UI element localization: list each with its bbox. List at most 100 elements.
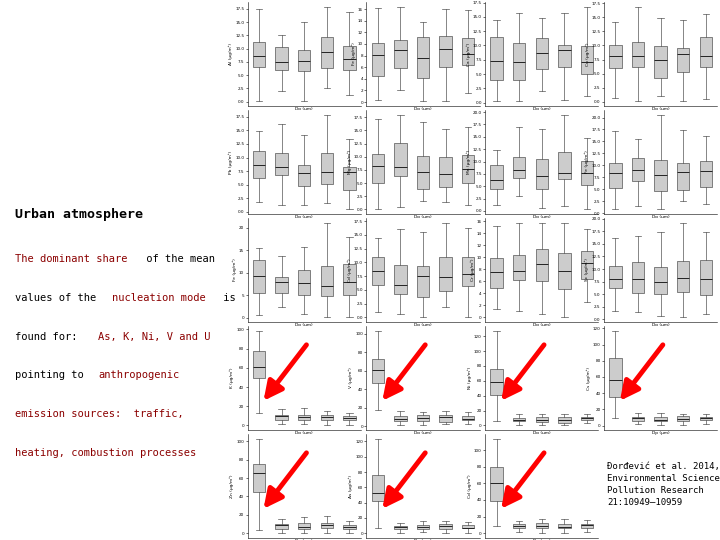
PathPatch shape [677,163,690,190]
PathPatch shape [275,47,288,70]
PathPatch shape [700,417,712,420]
PathPatch shape [609,163,621,188]
Text: The dominant share: The dominant share [15,254,127,264]
Y-axis label: Ca (µg/m³): Ca (µg/m³) [466,42,471,66]
PathPatch shape [372,475,384,501]
PathPatch shape [372,154,384,183]
PathPatch shape [320,415,333,420]
PathPatch shape [275,278,288,293]
X-axis label: Dp (µm): Dp (µm) [533,431,551,435]
Y-axis label: Zn (µg/m³): Zn (µg/m³) [230,474,235,498]
PathPatch shape [343,167,356,190]
PathPatch shape [513,255,526,280]
PathPatch shape [536,248,548,281]
PathPatch shape [275,524,288,529]
Y-axis label: Sc (µg/m³): Sc (µg/m³) [585,259,590,281]
X-axis label: Dp (µm): Dp (µm) [414,431,432,435]
PathPatch shape [513,157,526,178]
Text: As, K, Ni, V and U: As, K, Ni, V and U [99,332,211,342]
Text: found for:: found for: [15,332,90,342]
PathPatch shape [631,158,644,181]
PathPatch shape [298,165,310,186]
Y-axis label: Ni (µg/m³): Ni (µg/m³) [467,367,472,389]
PathPatch shape [275,153,288,175]
Text: heating, combustion processes: heating, combustion processes [15,448,196,458]
PathPatch shape [462,155,474,183]
PathPatch shape [558,152,571,179]
PathPatch shape [343,525,356,529]
Y-axis label: Cd (µg/m³): Cd (µg/m³) [347,258,352,282]
X-axis label: Dp (µm): Dp (µm) [295,323,313,327]
PathPatch shape [253,151,265,178]
Text: is: is [217,293,235,303]
PathPatch shape [298,415,310,420]
Text: of the mean: of the mean [140,254,215,264]
Y-axis label: K (µg/m³): K (µg/m³) [230,368,235,388]
Text: anthropogenic: anthropogenic [99,370,179,381]
PathPatch shape [343,264,356,295]
PathPatch shape [513,418,526,421]
PathPatch shape [320,523,333,528]
X-axis label: Dp (µm): Dp (µm) [652,107,670,111]
PathPatch shape [654,160,667,191]
PathPatch shape [298,50,310,71]
PathPatch shape [700,260,712,295]
PathPatch shape [253,42,265,67]
PathPatch shape [654,46,667,78]
PathPatch shape [490,37,503,79]
PathPatch shape [298,523,310,529]
PathPatch shape [417,156,429,189]
X-axis label: Dp (µm): Dp (µm) [414,539,432,540]
PathPatch shape [609,45,621,69]
X-axis label: Dp (µm): Dp (µm) [533,323,551,327]
PathPatch shape [558,253,571,289]
PathPatch shape [581,251,593,279]
Y-axis label: Cu (µg/m³): Cu (µg/m³) [585,42,590,66]
X-axis label: Dp (µm): Dp (µm) [414,107,432,111]
X-axis label: Dp (µm): Dp (µm) [533,107,551,111]
PathPatch shape [558,417,571,423]
PathPatch shape [462,257,474,286]
Text: Ðorđević et al. 2014,
Environmental Science and
Pollution Research
21:10949–1095: Ðorđević et al. 2014, Environmental Scie… [607,462,720,507]
Text: emission sources:  traffic,: emission sources: traffic, [15,409,184,420]
PathPatch shape [581,417,593,420]
PathPatch shape [631,262,644,293]
Y-axis label: Fe (µg/m³): Fe (µg/m³) [585,151,590,173]
PathPatch shape [490,258,503,288]
Y-axis label: Fe (µg/m³): Fe (µg/m³) [351,43,356,65]
Y-axis label: Fe (µg/m³): Fe (µg/m³) [233,259,237,281]
X-axis label: Dp (µm): Dp (µm) [295,215,313,219]
Text: nucleation mode: nucleation mode [112,293,206,303]
X-axis label: Dp (µm): Dp (µm) [414,215,432,219]
PathPatch shape [394,143,407,176]
PathPatch shape [677,416,690,421]
PathPatch shape [536,417,548,422]
PathPatch shape [536,38,548,69]
Text: pointing to: pointing to [15,370,90,381]
X-axis label: Dp (µm): Dp (µm) [652,323,670,327]
PathPatch shape [609,359,621,396]
PathPatch shape [609,266,621,288]
PathPatch shape [439,256,452,292]
PathPatch shape [394,40,407,68]
X-axis label: Dp (µm): Dp (µm) [652,431,670,435]
PathPatch shape [394,265,407,294]
PathPatch shape [631,42,644,67]
PathPatch shape [558,45,571,68]
PathPatch shape [372,256,384,286]
PathPatch shape [417,415,429,421]
PathPatch shape [253,260,265,293]
X-axis label: Dp (µm): Dp (µm) [533,215,551,219]
PathPatch shape [581,524,593,528]
PathPatch shape [394,416,407,421]
PathPatch shape [320,37,333,68]
PathPatch shape [581,46,593,75]
PathPatch shape [439,36,452,67]
PathPatch shape [372,43,384,76]
PathPatch shape [513,524,526,528]
PathPatch shape [462,416,474,420]
PathPatch shape [536,159,548,188]
PathPatch shape [343,46,356,70]
PathPatch shape [253,464,265,492]
X-axis label: Dp (µm): Dp (µm) [295,539,313,540]
